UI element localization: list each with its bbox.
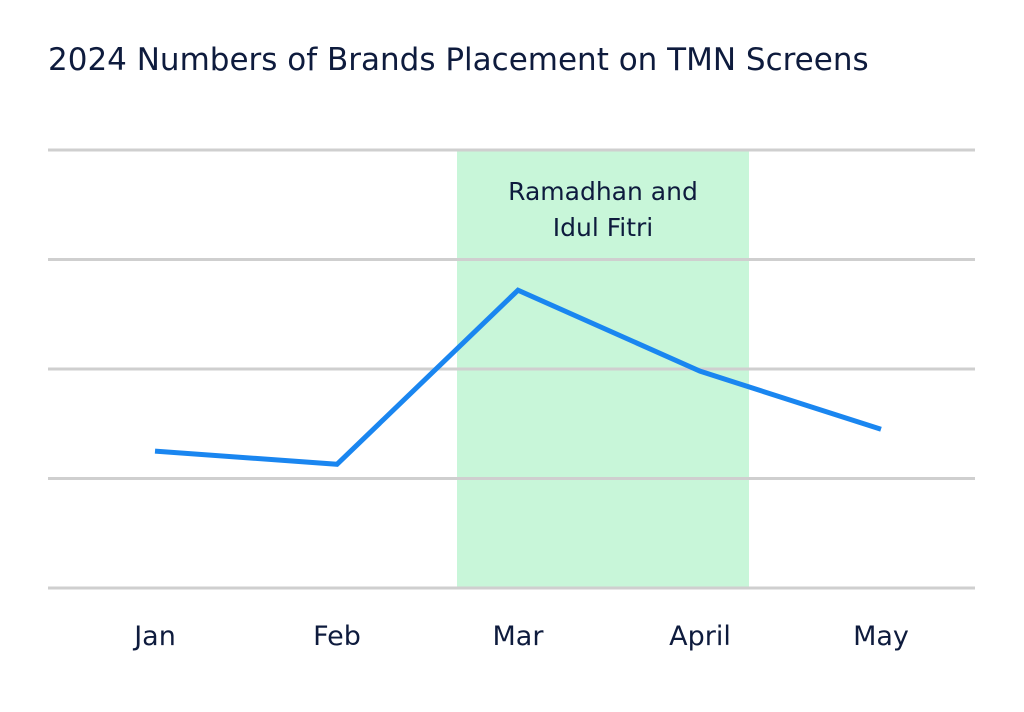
chart-title: 2024 Numbers of Brands Placement on TMN … [48,42,869,78]
band-annotation-line: Ramadhan and [508,177,698,206]
gridlines [48,148,975,590]
x-tick-label: Jan [132,621,176,652]
x-tick-label: April [669,621,731,652]
x-tick-label: May [853,621,909,652]
x-axis-ticks: Jan Feb Mar April May [132,621,909,652]
band-annotation-line: Idul Fitri [553,213,654,242]
x-tick-label: Feb [313,621,361,652]
x-tick-label: Mar [493,621,545,652]
series-layer [154,287,882,467]
